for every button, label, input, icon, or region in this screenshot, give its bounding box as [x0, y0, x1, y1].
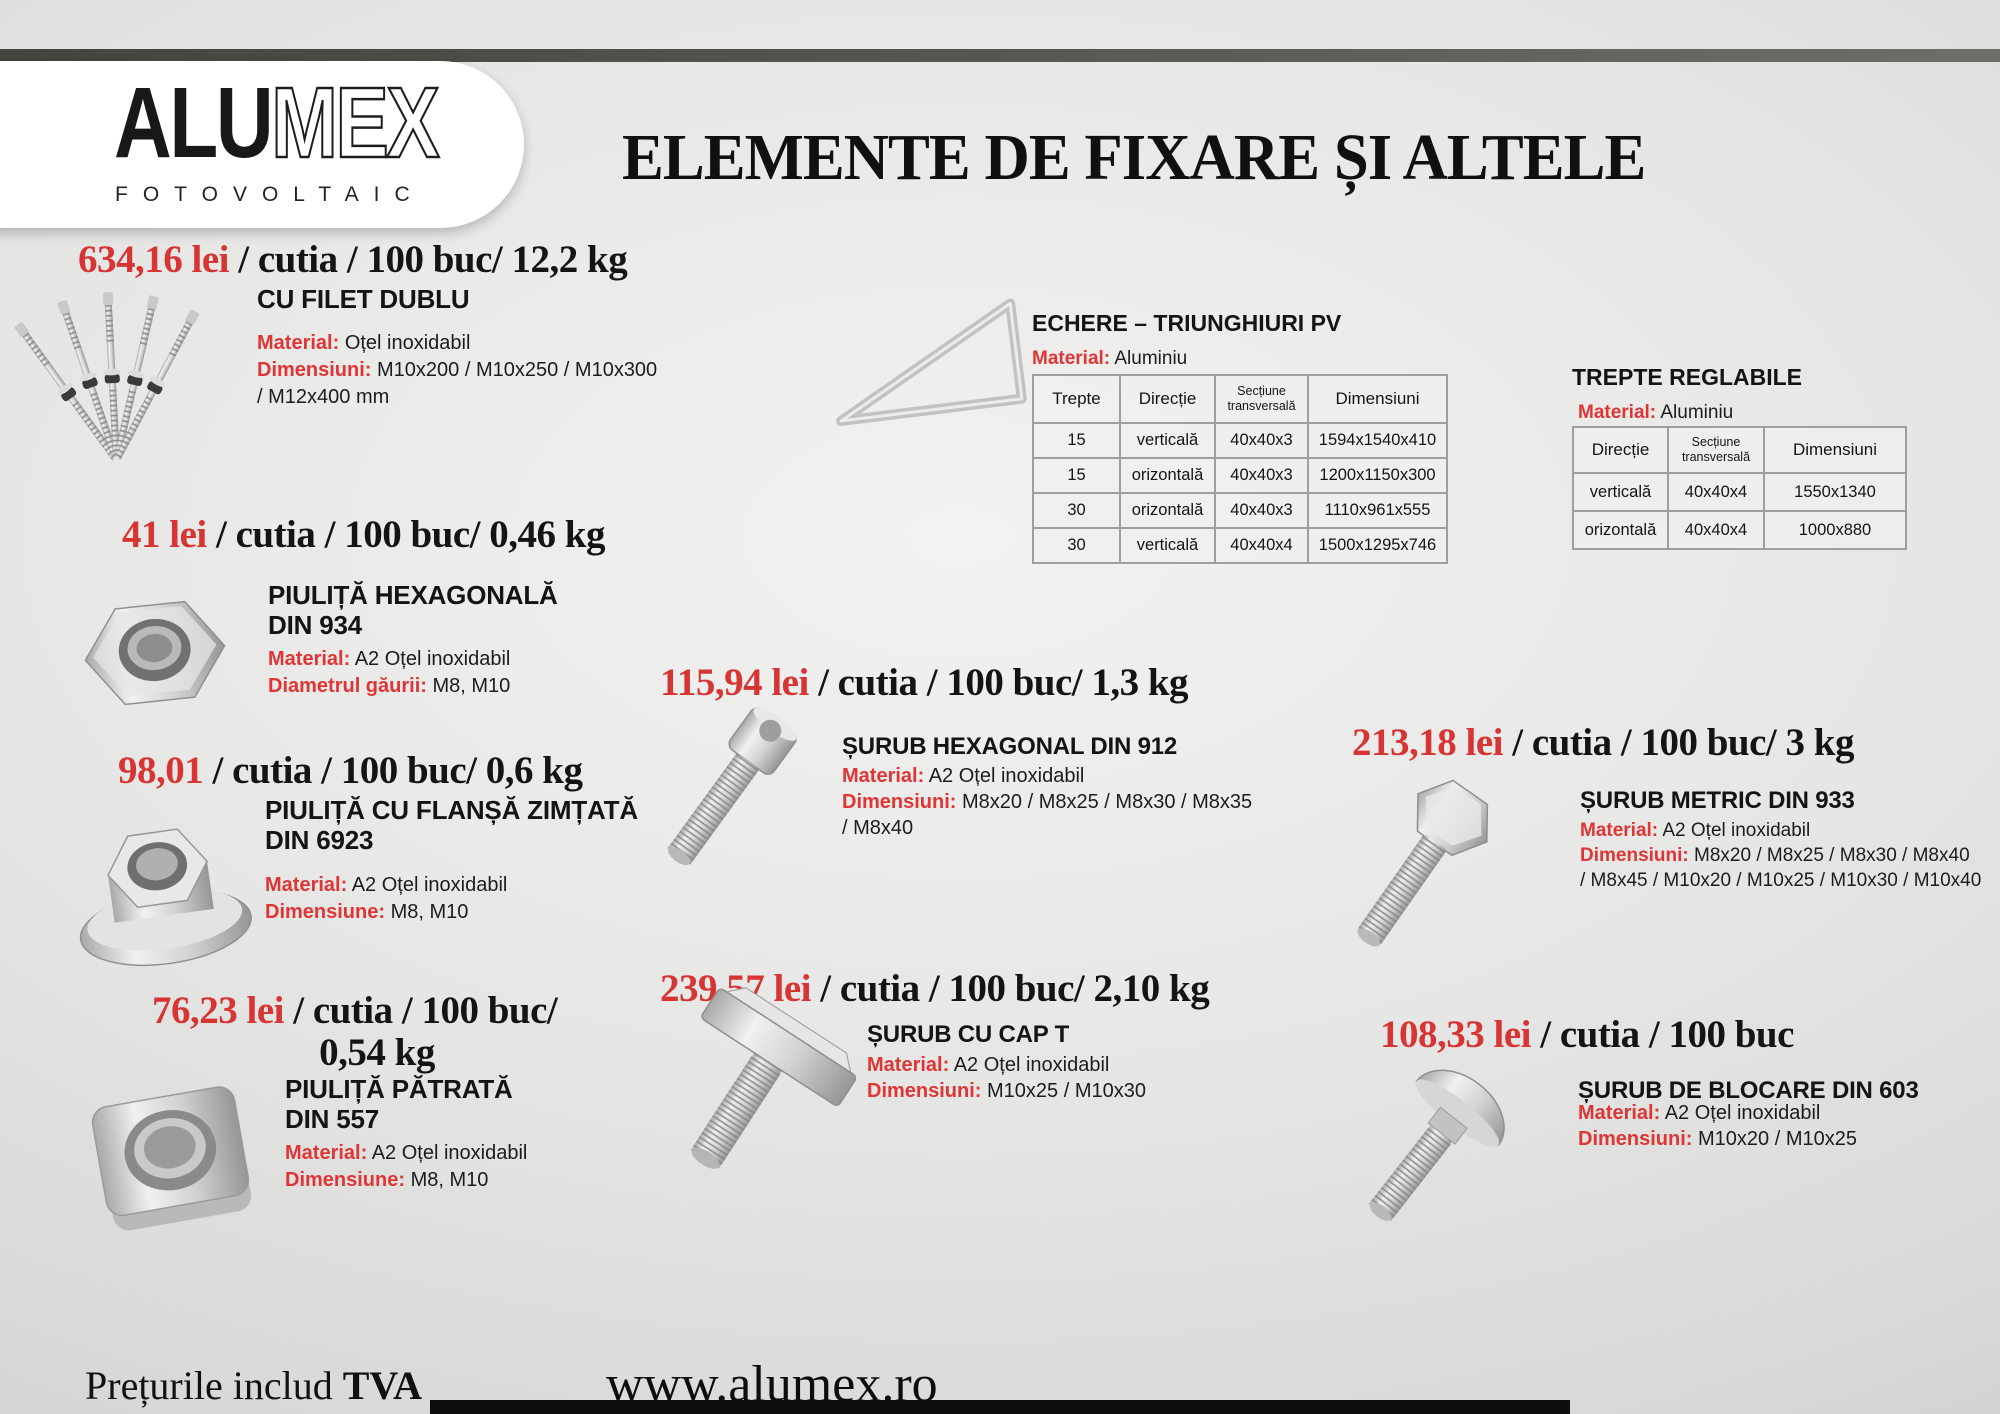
price-piulita-hexagonala: 41 lei / cutia / 100 buc/ 0,46 kg	[122, 513, 605, 556]
dimensions-line: Dimensiuni: M8x20 / M8x25 / M8x30 / M8x3…	[842, 791, 1253, 813]
product-name-piulita-patrata: PIULIȚĂ PĂTRATĂ DIN 557	[285, 1074, 513, 1134]
dimensions-line: Dimensiune: M8, M10	[285, 1169, 489, 1191]
product-details-filet-dublu: Material: Oțel inoxidabil Dimensiuni: M1…	[257, 330, 717, 411]
product-details-piulita-hexagonala: Material: A2 Oțel inoxidabil Diametrul g…	[268, 646, 510, 700]
product-details-piulita-flansa: Material: A2 Oțel inoxidabil Dimensiune:…	[265, 872, 507, 926]
square-nut-photo	[85, 1072, 260, 1237]
hex-nut-photo	[70, 575, 240, 725]
dimensions-line-2: / M12x400 mm	[257, 386, 390, 408]
price-surub-blocare: 108,33 lei / cutia / 100 buc	[1380, 1013, 1794, 1056]
price-piulita-patrata: 76,23 lei / cutia / 100 buc/	[152, 989, 558, 1032]
dimensions-line: Dimensiuni: M10x20 / M10x25	[1578, 1128, 1857, 1150]
col-header: Direcție	[1572, 426, 1669, 474]
col-header: Dimensiuni	[1307, 374, 1448, 424]
top-dark-band	[0, 49, 2000, 62]
price-surub-hexagonal: 115,94 lei / cutia / 100 buc/ 1,3 kg	[660, 661, 1189, 704]
price-piulita-flansa: 98,01 / cutia / 100 buc/ 0,6 kg	[118, 749, 583, 792]
price-surub-metric: 213,18 lei / cutia / 100 buc/ 3 kg	[1352, 721, 1854, 764]
table-row: 15 verticală 40x40x3 1594x1540x410	[1032, 422, 1448, 459]
product-name-surub-hexagonal: ȘURUB HEXAGONAL DIN 912	[842, 733, 1178, 760]
material-line: Material: A2 Oțel inoxidabil	[268, 648, 511, 670]
material-line: Material: A2 Oțel inoxidabil	[1578, 1102, 1821, 1124]
dimensions-line-2: / M8x45 / M10x20 / M10x25 / M10x30 / M10…	[1580, 870, 1982, 891]
trepte-material-line: Material: Aluminiu	[1578, 402, 1734, 423]
price-value: 634,16 lei	[78, 238, 229, 281]
brand-logo: ALUMEX	[114, 72, 441, 175]
logo-part-solid: ALU	[114, 67, 274, 179]
table-row: verticală 40x40x4 1550x1340	[1572, 472, 1907, 512]
col-header: Secțiune transversală	[1667, 426, 1765, 474]
page-title: ELEMENTE DE FIXARE ȘI ALTELE	[622, 121, 1646, 195]
product-name-surub-blocare: ȘURUB DE BLOCARE DIN 603	[1578, 1077, 1919, 1104]
material-line: Material: A2 Oțel inoxidabil	[285, 1142, 528, 1164]
bottom-black-bar	[430, 1400, 1570, 1414]
material-line: Material: Oțel inoxidabil	[257, 332, 471, 354]
product-details-piulita-patrata: Material: A2 Oțel inoxidabil Dimensiune:…	[285, 1140, 527, 1194]
price-piulita-patrata-line2: 0,54 kg	[319, 1031, 435, 1074]
col-header: Trepte	[1032, 374, 1121, 424]
dimensions-line: Dimensiuni: M10x25 / M10x30	[867, 1080, 1146, 1102]
vat-note-bold: TVA	[342, 1363, 423, 1408]
logo-card: ALUMEX FOTOVOLTAIC	[0, 61, 524, 228]
table-row: 30 verticală 40x40x4 1500x1295x746	[1032, 527, 1448, 564]
pv-triangle-bracket-photo	[828, 298, 1033, 448]
table-row: orizontală 40x40x4 1000x880	[1572, 510, 1907, 550]
col-header: Direcție	[1119, 374, 1216, 424]
t-head-bolt-photo	[655, 987, 870, 1188]
product-details-surub-cap-t: Material: A2 Oțel inoxidabil Dimensiuni:…	[867, 1052, 1146, 1104]
material-line: Material: A2 Oțel inoxidabil	[265, 874, 508, 896]
socket-head-bolt-photo	[640, 698, 810, 888]
col-header: Dimensiuni	[1763, 426, 1907, 474]
material-line: Material: A2 Oțel inoxidabil	[842, 765, 1085, 787]
product-details-surub-blocare: Material: A2 Oțel inoxidabil Dimensiuni:…	[1578, 1100, 1857, 1152]
material-line: Material: A2 Oțel inoxidabil	[867, 1054, 1110, 1076]
price-filet-dublu: 634,16 lei / cutia / 100 buc/ 12,2 kg	[78, 237, 628, 282]
dimensions-line: Dimensiune: M8, M10	[265, 901, 469, 923]
product-name-piulita-hexagonala: PIULIȚĂ HEXAGONALĂ DIN 934	[268, 580, 558, 640]
vat-note: Prețurile includ TVA	[85, 1363, 423, 1408]
product-name-filet-dublu: CU FILET DUBLU	[257, 284, 470, 314]
product-name-surub-cap-t: ȘURUB CU CAP T	[867, 1021, 1070, 1048]
echere-title: ECHERE – TRIUNGHIURI PV	[1032, 310, 1342, 336]
table-row: 30 orizontală 40x40x3 1110x961x555	[1032, 492, 1448, 529]
table-header-row: Direcție Secțiune transversală Dimensiun…	[1572, 426, 1907, 474]
product-name-surub-metric: ȘURUB METRIC DIN 933	[1580, 787, 1855, 814]
table-row: 15 orizontală 40x40x3 1200x1150x300	[1032, 457, 1448, 494]
dimensions-line: Dimensiuni: M10x200 / M10x250 / M10x300	[257, 359, 658, 381]
echere-table: Trepte Direcție Secțiune transversală Di…	[1032, 374, 1448, 564]
trepte-title: TREPTE REGLABILE	[1572, 364, 1803, 390]
material-line: Material: A2 Oțel inoxidabil	[1580, 820, 1811, 841]
product-details-surub-metric: Material: A2 Oțel inoxidabil Dimensiuni:…	[1580, 818, 1981, 893]
col-header: Secțiune transversală	[1214, 374, 1309, 424]
logo-part-outline: MEX	[270, 67, 441, 179]
logo-subtitle: FOTOVOLTAIC	[115, 183, 425, 206]
website-url: www.alumex.ro	[606, 1356, 938, 1413]
dimensions-line-2: / M8x40	[842, 817, 914, 839]
double-threaded-hanger-bolts-photo	[14, 288, 212, 463]
carriage-bolt-photo	[1336, 1052, 1526, 1247]
serrated-flange-nut-photo	[66, 808, 256, 978]
echere-material-line: Material: Aluminiu	[1032, 348, 1188, 369]
dimensions-line: Dimensiuni: M8x20 / M8x25 / M8x30 / M8x4…	[1580, 845, 1970, 866]
trepte-table: Direcție Secțiune transversală Dimensiun…	[1572, 426, 1907, 550]
hex-head-bolt-photo	[1318, 772, 1538, 967]
price-unit: / cutia / 100 buc/ 12,2 kg	[228, 238, 628, 281]
table-header-row: Trepte Direcție Secțiune transversală Di…	[1032, 374, 1448, 424]
hole-diameter-line: Diametrul găurii: M8, M10	[268, 675, 511, 697]
product-name-piulita-flansa: PIULIȚĂ CU FLANȘĂ ZIMȚATĂ DIN 6923	[265, 795, 638, 855]
product-details-surub-hexagonal: Material: A2 Oțel inoxidabil Dimensiuni:…	[842, 763, 1252, 841]
